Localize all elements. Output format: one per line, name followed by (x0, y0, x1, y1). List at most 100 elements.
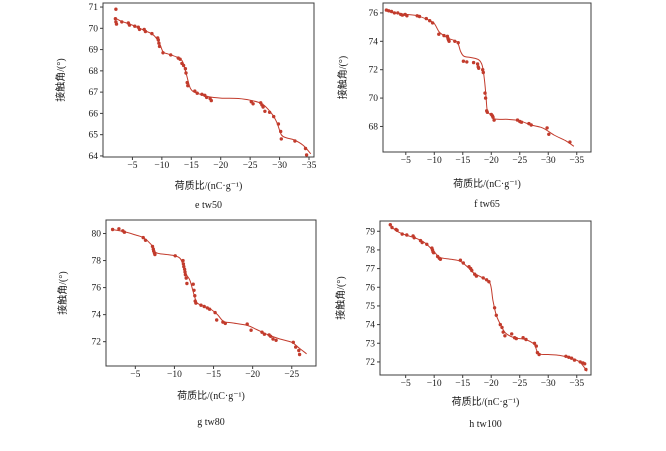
data-point (120, 20, 124, 24)
data-point (534, 344, 538, 348)
data-point (481, 68, 485, 72)
x-tick-label: −10 (167, 370, 182, 380)
x-axis-label: 荷质比/(nC·g⁻¹) (177, 390, 245, 402)
y-tick-label: 76 (366, 283, 376, 293)
x-tick-label: −10 (427, 156, 442, 166)
data-point (262, 332, 267, 336)
data-point (182, 267, 187, 271)
data-point (117, 227, 121, 231)
data-point (396, 11, 400, 15)
subplot-caption: e tw50 (195, 200, 222, 211)
y-tick-label: 73 (366, 339, 376, 349)
x-tick-label: −25 (284, 370, 299, 380)
data-point (477, 66, 481, 71)
data-point (485, 110, 489, 115)
data-point (150, 244, 155, 249)
data-point (461, 59, 466, 63)
data-point (153, 252, 157, 257)
data-point (569, 356, 574, 360)
data-point (510, 332, 514, 336)
data-point (498, 322, 502, 327)
data-point (249, 328, 253, 332)
data-point (438, 257, 443, 261)
data-point (583, 362, 587, 366)
subplot-caption: f tw65 (474, 199, 500, 210)
data-point (532, 341, 537, 345)
data-point (481, 70, 485, 75)
x-tick-label: −20 (245, 370, 260, 380)
y-tick-label: 68 (89, 67, 99, 77)
data-point (245, 322, 249, 326)
data-point (430, 21, 435, 25)
y-tick-label: 74 (369, 37, 379, 47)
x-tick-label: −20 (484, 156, 499, 166)
data-point (461, 261, 465, 265)
data-point (200, 92, 204, 97)
data-point (388, 223, 392, 227)
data-point (431, 251, 436, 255)
data-point (157, 41, 161, 45)
data-point (268, 334, 273, 338)
data-point (113, 17, 118, 21)
trend-line (114, 17, 312, 155)
x-tick-label: −30 (541, 156, 556, 166)
data-point (122, 230, 127, 234)
plot-frame (379, 220, 592, 376)
data-point (276, 122, 281, 126)
x-tick-label: −30 (541, 379, 556, 389)
data-point (293, 139, 297, 143)
y-tick-label: 68 (369, 122, 379, 132)
x-tick-label: −25 (512, 156, 527, 166)
data-point (491, 115, 495, 119)
y-tick-label: 70 (89, 24, 99, 34)
y-tick-label: 72 (369, 66, 379, 76)
data-point (389, 9, 394, 14)
x-tick-label: −25 (243, 161, 258, 171)
data-point (110, 227, 115, 232)
y-tick-label: 74 (366, 321, 376, 331)
data-point (194, 301, 198, 305)
data-point (195, 91, 199, 95)
data-point (141, 235, 145, 240)
chart-cell-g-tw80: −5 −10 −15 −20 −25 80 78 76 74 72 荷质比/(nC·g⁻¹) 接触角/… (0, 215, 333, 451)
data-point (192, 288, 196, 292)
x-tick-label: −15 (455, 379, 470, 389)
data-point (143, 238, 148, 242)
data-point (223, 321, 227, 326)
data-point (184, 276, 188, 280)
data-point (481, 276, 485, 280)
data-point (207, 307, 212, 311)
data-point (503, 334, 507, 338)
data-point (519, 120, 524, 124)
data-point (392, 11, 397, 15)
x-tick-label: −10 (154, 161, 169, 171)
data-point (127, 23, 132, 27)
data-point (470, 268, 474, 273)
data-point (564, 354, 568, 358)
data-point (294, 345, 298, 349)
y-axis-label: 接触角/(°) (56, 271, 69, 314)
data-point (272, 114, 276, 119)
data-point (484, 278, 489, 282)
y-tick-label: 67 (89, 88, 99, 98)
data-point (417, 14, 422, 19)
data-point (143, 29, 148, 34)
data-point (193, 89, 197, 93)
data-point (501, 330, 505, 334)
x-tick-label: −30 (272, 161, 287, 171)
chart-h-tw100: −5 −10 −15 −20 −25 −30 −35 79 78 77 76 75 74 73 72 荷质比/… (334, 220, 592, 430)
data-point (545, 126, 549, 130)
data-point (420, 240, 424, 245)
data-point (405, 14, 409, 18)
x-axis-label: 荷质比/(nC·g⁻¹) (175, 180, 243, 192)
y-tick-label: 66 (89, 109, 99, 119)
data-point (183, 270, 187, 274)
y-tick-label: 72 (92, 338, 102, 348)
data-point (297, 352, 302, 357)
x-tick-label: −15 (455, 156, 470, 166)
data-point (209, 98, 213, 103)
data-point (279, 129, 283, 134)
y-tick-label: 78 (366, 246, 376, 256)
data-point (584, 367, 588, 372)
